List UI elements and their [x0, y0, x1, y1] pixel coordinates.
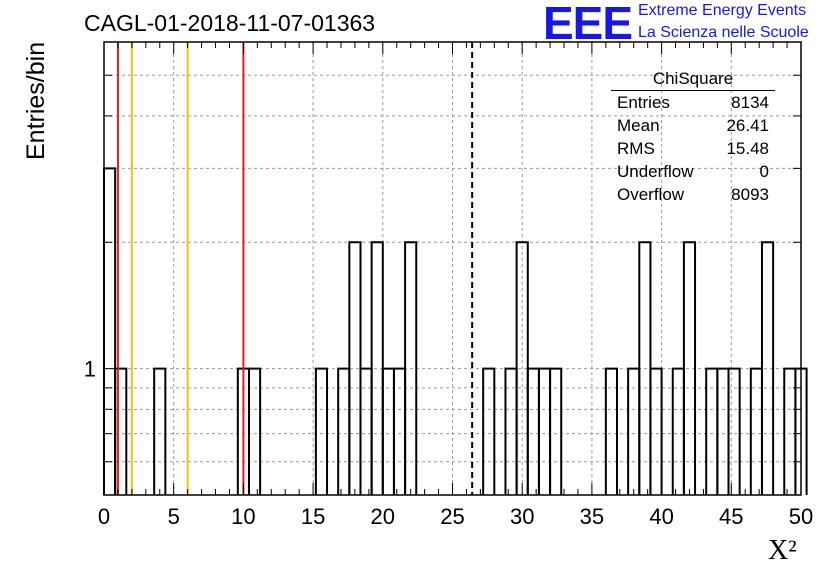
x-tick-label: 0 [98, 504, 110, 529]
x-tick-label: 20 [371, 504, 395, 529]
histogram-bin [604, 367, 618, 495]
histogram-bin [114, 367, 128, 495]
stats-row: RMS 15.48 [611, 137, 775, 160]
stats-row: Entries 8134 [611, 91, 775, 114]
stats-title: ChiSquare [611, 68, 775, 91]
histogram-bin [247, 367, 262, 495]
histogram-bin [103, 167, 117, 495]
x-tick-label: 45 [719, 504, 743, 529]
x-tick-label: 25 [440, 504, 464, 529]
stats-label: Underflow [617, 162, 694, 181]
stats-value: 26.41 [726, 116, 769, 135]
stats-label: Overflow [617, 185, 685, 204]
x-tick-label: 30 [510, 504, 534, 529]
y-axis-label: Entries/bin [22, 41, 50, 160]
stats-label: RMS [617, 139, 655, 158]
stats-value: 0 [759, 162, 769, 181]
stats-label: Mean [617, 116, 660, 135]
x-tick-label: 5 [168, 504, 180, 529]
logo-caption-line1: Extreme Energy Events [638, 2, 807, 19]
y-tick-label: 1 [84, 357, 96, 382]
stats-value: 15.48 [726, 139, 769, 158]
stats-box: ChiSquare Entries 8134 Mean 26.41 RMS 15… [611, 68, 775, 206]
x-tick-label: 35 [580, 504, 604, 529]
histogram-bin [153, 367, 167, 495]
histogram-bin [549, 367, 563, 495]
x-tick-label: 10 [231, 504, 255, 529]
stats-value: 8093 [731, 185, 769, 204]
histogram-bin [314, 367, 329, 495]
histogram-bin [482, 367, 496, 495]
stats-row: Mean 26.41 [611, 114, 775, 137]
stats-label: Entries [617, 93, 670, 112]
x-tick-label: 40 [649, 504, 673, 529]
eee-logo: EEE [543, 0, 633, 49]
x-tick-label: 50 [789, 504, 813, 529]
x-tick-label: 15 [301, 504, 325, 529]
stats-value: 8134 [731, 93, 769, 112]
histogram-bin [682, 241, 697, 495]
chart-title: CAGL-01-2018-11-07-01363 [84, 10, 376, 36]
histogram-bin [727, 367, 741, 495]
histogram-bin [649, 367, 663, 495]
stats-row: Overflow 8093 [611, 183, 775, 206]
histogram-bin [760, 241, 775, 495]
x-axis-label: X² [768, 535, 797, 566]
histogram-bin [404, 241, 418, 495]
stats-row: Underflow 0 [611, 160, 775, 183]
logo-caption-line2: La Scienza nelle Scuole [638, 24, 809, 41]
